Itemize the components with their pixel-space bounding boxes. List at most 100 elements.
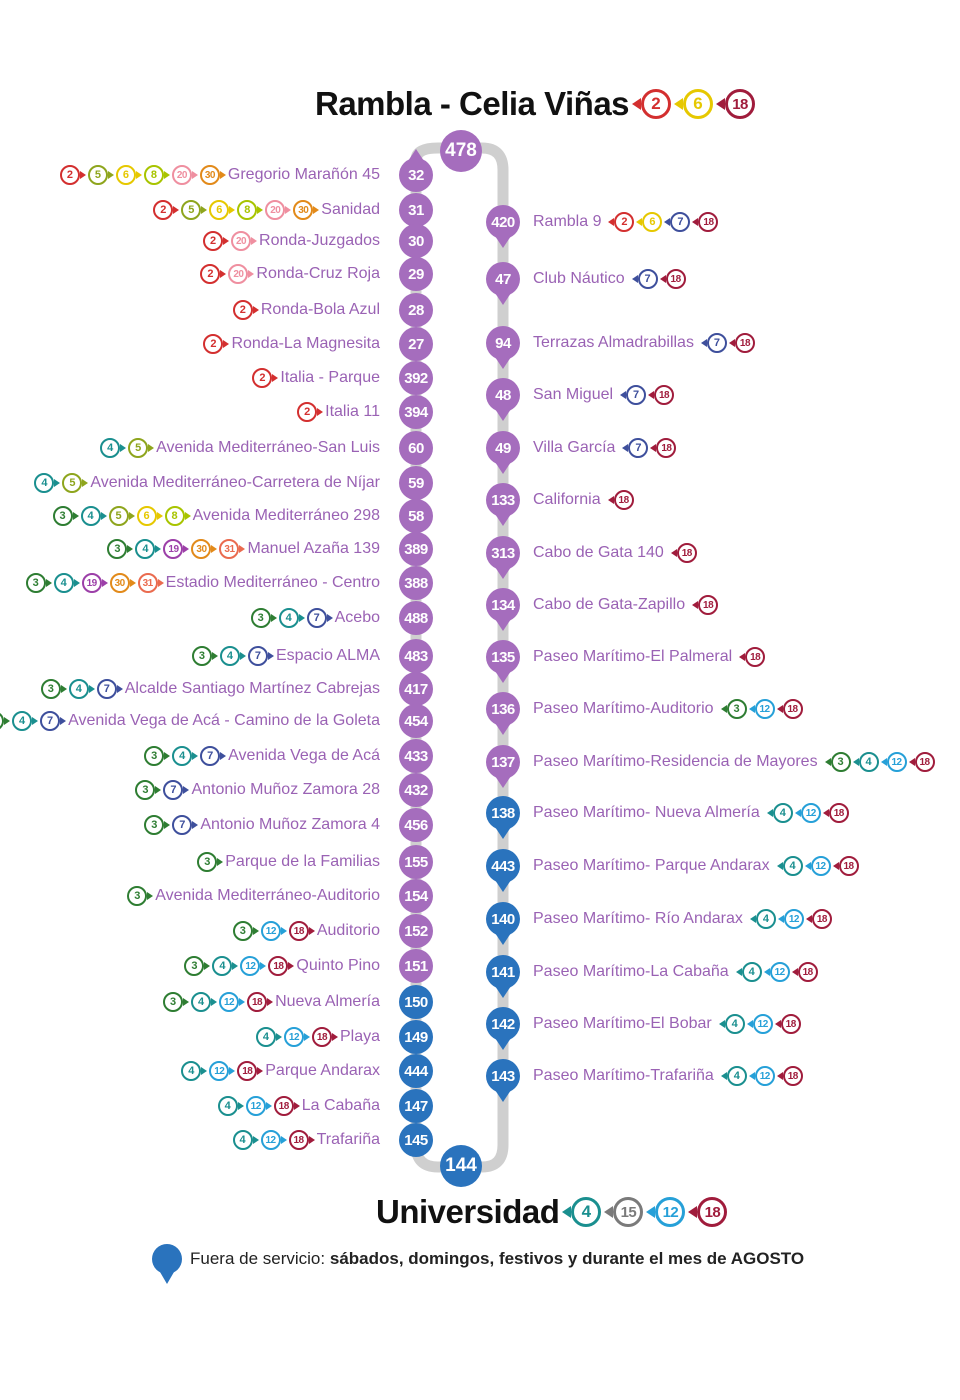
line-badge-4[interactable]: 4 [68, 679, 95, 699]
line-badge-18[interactable]: 18 [670, 543, 697, 563]
line-badge-12[interactable]: 12 [245, 1096, 272, 1116]
stop-name[interactable]: Manuel Azaña 139 [247, 540, 380, 557]
stop-name[interactable]: Paseo Marítimo- Río Andarax [533, 910, 743, 927]
stop-name[interactable]: Nueva Almería [275, 993, 380, 1010]
stop-name[interactable]: Paseo Marítimo- Parque Andarax [533, 857, 770, 874]
line-badge-8[interactable]: 8 [143, 165, 170, 185]
line-badge-3[interactable]: 3 [144, 815, 171, 835]
stop-name[interactable]: Playa [339, 1028, 380, 1045]
stop-name[interactable]: Estadio Mediterráneo - Centro [165, 574, 380, 591]
line-badge-12[interactable]: 12 [209, 1061, 236, 1081]
line-badge-4[interactable]: 4 [135, 539, 162, 559]
line-badge-4[interactable]: 4 [217, 1096, 244, 1116]
stop-marker-133[interactable]: 133 [486, 483, 520, 526]
line-badge-31[interactable]: 31 [137, 573, 164, 593]
stop-marker-420[interactable]: 420 [486, 205, 520, 248]
line-badge-7[interactable]: 7 [40, 711, 67, 731]
stop-marker-454[interactable]: 454 [399, 704, 433, 738]
line-badge-2[interactable]: 2 [632, 89, 672, 119]
stop-name[interactable]: San Miguel [533, 386, 614, 403]
stop-marker-154[interactable]: 154 [399, 879, 433, 913]
line-badge-4[interactable]: 4 [181, 1061, 208, 1081]
stop-name[interactable]: Antonio Muñoz Zamora 28 [191, 781, 380, 798]
stop-name[interactable]: Paseo Marítimo-La Cabaña [533, 963, 729, 980]
line-badge-7[interactable]: 7 [700, 333, 727, 353]
stop-marker-134[interactable]: 134 [486, 588, 520, 631]
line-badge-3[interactable]: 3 [40, 679, 67, 699]
line-badge-8[interactable]: 8 [164, 506, 191, 526]
line-badge-3[interactable]: 3 [127, 886, 154, 906]
line-badge-3[interactable]: 3 [250, 608, 277, 628]
line-badge-18[interactable]: 18 [832, 856, 859, 876]
line-badge-4[interactable]: 4 [749, 909, 776, 929]
stop-marker-394[interactable]: 394 [399, 395, 433, 429]
line-badge-3[interactable]: 3 [107, 539, 134, 559]
stop-marker-49[interactable]: 49 [486, 431, 520, 474]
stop-name[interactable]: Ronda-Juzgados [259, 232, 380, 249]
line-badge-7[interactable]: 7 [247, 646, 274, 666]
stop-marker-149[interactable]: 149 [399, 1020, 433, 1054]
stop-marker-94[interactable]: 94 [486, 326, 520, 369]
stop-marker-31[interactable]: 31 [399, 193, 433, 227]
stop-name[interactable]: Parque de la Familias [225, 853, 380, 870]
line-badge-2[interactable]: 2 [252, 368, 279, 388]
line-badge-3[interactable]: 3 [232, 921, 259, 941]
line-badge-2[interactable]: 2 [59, 165, 86, 185]
stop-marker-137[interactable]: 137 [486, 745, 520, 788]
line-badge-18[interactable]: 18 [805, 909, 832, 929]
stop-marker-432[interactable]: 432 [399, 773, 433, 807]
stop-marker-135[interactable]: 135 [486, 640, 520, 683]
line-badge-3[interactable]: 3 [824, 752, 851, 772]
stop-name[interactable]: Acebo [334, 609, 380, 626]
stop-marker-30[interactable]: 30 [399, 224, 433, 258]
line-badge-15[interactable]: 15 [604, 1197, 644, 1227]
line-badge-18[interactable]: 18 [716, 89, 756, 119]
line-badge-18[interactable]: 18 [822, 803, 849, 823]
stop-marker-155[interactable]: 155 [399, 845, 433, 879]
stop-marker-417[interactable]: 417 [399, 672, 433, 706]
stop-marker-143[interactable]: 143 [486, 1059, 520, 1102]
line-badge-18[interactable]: 18 [273, 1096, 300, 1116]
line-badge-30[interactable]: 30 [109, 573, 136, 593]
stop-name[interactable]: Terrazas Almadrabillas [533, 334, 694, 351]
stop-marker-58[interactable]: 58 [399, 499, 433, 533]
line-badge-7[interactable]: 7 [664, 212, 691, 232]
stop-marker-29[interactable]: 29 [399, 257, 433, 291]
line-badge-4[interactable]: 4 [12, 711, 39, 731]
line-badge-7[interactable]: 7 [200, 746, 227, 766]
stop-marker-27[interactable]: 27 [399, 327, 433, 361]
line-badge-5[interactable]: 5 [87, 165, 114, 185]
line-badge-12[interactable]: 12 [746, 1014, 773, 1034]
stop-name[interactable]: Espacio ALMA [275, 647, 380, 664]
stop-name[interactable]: Trafariña [316, 1131, 380, 1148]
line-badge-18[interactable]: 18 [728, 333, 755, 353]
line-badge-7[interactable]: 7 [163, 780, 190, 800]
stop-marker-136[interactable]: 136 [486, 692, 520, 735]
line-badge-12[interactable]: 12 [260, 1130, 287, 1150]
stop-marker-388[interactable]: 388 [399, 566, 433, 600]
line-badge-3[interactable]: 3 [25, 573, 52, 593]
line-badge-30[interactable]: 30 [191, 539, 218, 559]
stop-name[interactable]: Villa García [533, 439, 616, 456]
stop-name[interactable]: Ronda-Cruz Roja [256, 265, 380, 282]
stop-name[interactable]: Ronda-La Magnesita [231, 335, 380, 352]
line-badge-18[interactable]: 18 [659, 269, 686, 289]
line-badge-2[interactable]: 2 [200, 264, 227, 284]
line-badge-5[interactable]: 5 [181, 200, 208, 220]
line-badge-6[interactable]: 6 [115, 165, 142, 185]
line-badge-3[interactable]: 3 [144, 746, 171, 766]
line-badge-4[interactable]: 4 [172, 746, 199, 766]
stop-marker-456[interactable]: 456 [399, 808, 433, 842]
line-badge-4[interactable]: 4 [735, 962, 762, 982]
stop-name[interactable]: California [533, 491, 601, 508]
stop-marker-152[interactable]: 152 [399, 914, 433, 948]
line-badge-2[interactable]: 2 [608, 212, 635, 232]
stop-name[interactable]: Gregorio Marañón 45 [227, 166, 380, 183]
line-badge-3[interactable]: 3 [0, 711, 11, 731]
line-badge-18[interactable]: 18 [688, 1197, 728, 1227]
line-badge-12[interactable]: 12 [777, 909, 804, 929]
line-badge-7[interactable]: 7 [306, 608, 333, 628]
stop-marker-60[interactable]: 60 [399, 431, 433, 465]
line-badge-5[interactable]: 5 [62, 473, 89, 493]
stop-marker-150[interactable]: 150 [399, 985, 433, 1019]
